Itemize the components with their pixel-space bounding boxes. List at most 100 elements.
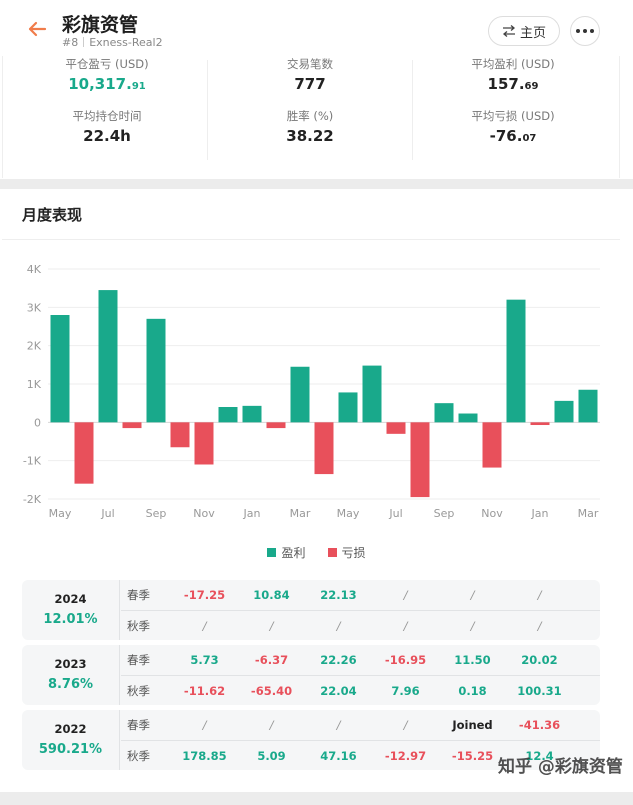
- year-label: 2022: [54, 722, 87, 736]
- x-tick-label: Nov: [193, 507, 215, 520]
- month-return: -12.97: [384, 748, 427, 763]
- stat-value: -76.07: [413, 127, 613, 145]
- stat-value: 157.69: [413, 75, 613, 93]
- y-tick-label: -1K: [23, 455, 42, 468]
- month-return: /: [403, 718, 408, 732]
- header: 彩旗资管 #8 Exness-Real2 主页: [0, 0, 633, 56]
- stat-value: 777: [210, 75, 410, 93]
- profit-bar[interactable]: [290, 366, 310, 423]
- season-row: 春季 / / / / Joined -41.36: [121, 710, 600, 740]
- loss-bar[interactable]: [266, 422, 286, 429]
- legend-item-profit[interactable]: 盈利: [267, 544, 306, 561]
- month-return: /: [470, 618, 475, 633]
- x-tick-label: Jul: [100, 507, 114, 520]
- legend-label: 亏损: [341, 546, 366, 560]
- loss-bar[interactable]: [122, 422, 142, 429]
- stat-value-main: 22.4h: [83, 127, 131, 145]
- year-table: 2023 8.76% 春季 5.73 -6.37 22.26 -16.95 11.50 20.0…: [22, 645, 600, 705]
- chart-legend: 盈利 亏损: [0, 544, 633, 561]
- month-return: 20.02: [521, 653, 558, 667]
- month-return: -65.40: [250, 683, 293, 698]
- legend-item-loss[interactable]: 亏损: [327, 544, 366, 561]
- month-return: -41.36: [518, 718, 561, 732]
- month-return: /: [269, 718, 274, 732]
- x-tick-label: May: [337, 507, 360, 520]
- watermark: 知乎 @彩旗资管: [498, 757, 623, 777]
- stat-label: 交易笔数: [287, 57, 333, 71]
- loss-bar[interactable]: [314, 422, 334, 475]
- month-return: 22.13: [320, 588, 357, 602]
- profit-bar[interactable]: [458, 413, 478, 423]
- y-tick-label: -2K: [23, 493, 42, 506]
- month-return: 178.85: [182, 748, 227, 763]
- profit-bar[interactable]: [338, 392, 358, 423]
- profit-bar[interactable]: [506, 299, 526, 423]
- back-arrow-icon[interactable]: [26, 18, 48, 40]
- monthly-performance-chart: 4K 3K 2K 1K 0 -1K -2K May Jul Sep Nov Jan Mar May Jul S…: [23, 263, 600, 520]
- month-return: 10.84: [253, 588, 290, 602]
- stat-label: 平均盈利 (USD): [471, 57, 555, 71]
- year-summary: 2024 12.01%: [22, 580, 120, 640]
- stat-value-decimals: 07: [522, 133, 537, 144]
- x-tick-label: Sep: [146, 507, 167, 520]
- season-label: 秋季: [127, 618, 150, 633]
- month-return: 12.4: [525, 748, 554, 763]
- divider: [412, 60, 413, 160]
- stat-value-main: -76.: [489, 127, 523, 145]
- stat-item: 平均亏损 (USD) -76.07: [413, 108, 613, 145]
- year-table: 2022 590.21% 春季 / / / / Joined -41.36 秋季 178.85 5.0…: [22, 710, 600, 770]
- season-row: 春季 -17.25 10.84 22.13 / / /: [121, 580, 600, 610]
- profit-bar[interactable]: [434, 403, 454, 423]
- profit-bar[interactable]: [554, 400, 574, 423]
- year-summary: 2022 590.21%: [22, 710, 120, 770]
- season-label: 秋季: [127, 683, 150, 698]
- month-return: -15.25: [451, 748, 494, 763]
- loss-bar[interactable]: [74, 422, 94, 484]
- home-button[interactable]: 主页: [488, 16, 560, 46]
- account-label: Exness-Real2: [89, 36, 163, 49]
- profit-bar[interactable]: [146, 318, 166, 423]
- month-return: 22.04: [320, 683, 357, 698]
- stat-label: 平均持仓时间: [72, 109, 142, 123]
- loss-bar[interactable]: [530, 422, 550, 426]
- profit-bar[interactable]: [362, 365, 382, 423]
- month-return: -16.95: [384, 653, 427, 667]
- stat-value-decimals: 69: [524, 81, 539, 92]
- loss-bar[interactable]: [194, 422, 214, 465]
- section-separator: [0, 792, 633, 805]
- divider: [2, 239, 620, 240]
- month-return: 7.96: [391, 683, 420, 698]
- stat-label: 平均亏损 (USD): [471, 109, 555, 123]
- profit-bar[interactable]: [50, 315, 70, 423]
- year-return: 12.01%: [43, 612, 98, 627]
- loss-bar[interactable]: [410, 422, 430, 498]
- year-return: 590.21%: [38, 742, 103, 757]
- month-return: /: [537, 588, 542, 602]
- x-tick-label: Mar: [290, 507, 311, 520]
- loss-bar[interactable]: [170, 422, 190, 448]
- swap-icon: [502, 25, 515, 37]
- season-row: 秋季 -11.62 -65.40 22.04 7.96 0.18 100.31: [121, 675, 600, 705]
- loss-bar[interactable]: [386, 422, 406, 434]
- more-button[interactable]: [570, 16, 600, 46]
- legend-label: 盈利: [281, 546, 306, 560]
- profit-bar[interactable]: [578, 389, 598, 423]
- x-tick-label: Sep: [434, 507, 455, 520]
- loss-bar[interactable]: [482, 422, 502, 468]
- month-return: /: [269, 618, 274, 633]
- stat-item: 平仓盈亏 (USD) 10,317.91: [7, 56, 207, 93]
- stat-value: 22.4h: [7, 127, 207, 145]
- stat-value-main: 38.22: [286, 127, 334, 145]
- year-return: 8.76%: [47, 677, 94, 692]
- stat-item: 胜率 (%) 38.22: [210, 108, 410, 145]
- profit-bar[interactable]: [218, 407, 238, 423]
- home-label: 主页: [519, 25, 546, 41]
- month-return: /: [202, 718, 207, 732]
- x-tick-label: Jul: [388, 507, 402, 520]
- page-title: 彩旗资管: [62, 14, 139, 36]
- profit-bar[interactable]: [242, 405, 262, 423]
- x-tick-label: Nov: [481, 507, 503, 520]
- month-return: /: [336, 718, 341, 732]
- month-return: /: [336, 618, 341, 633]
- profit-bar[interactable]: [98, 290, 118, 423]
